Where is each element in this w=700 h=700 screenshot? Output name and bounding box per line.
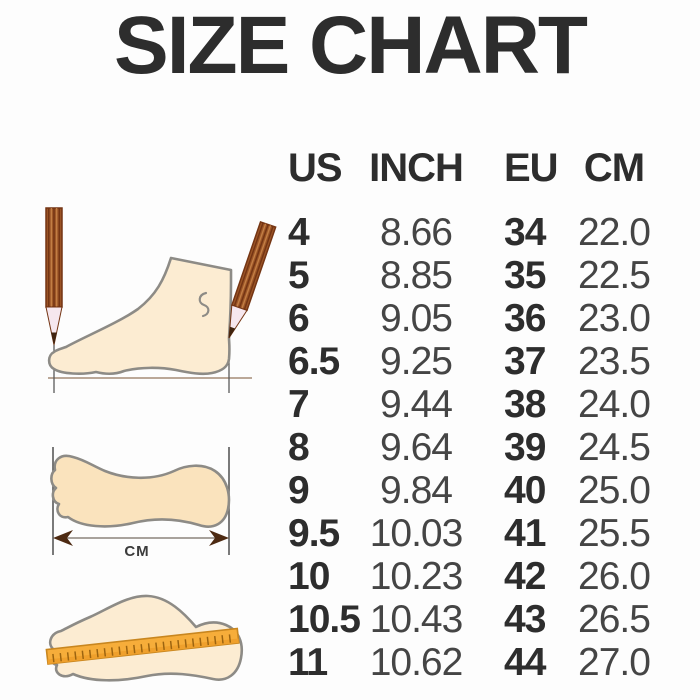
size-cell-us: 11 — [288, 641, 328, 684]
size-cell-inch: 9.05 — [380, 297, 453, 340]
size-cell-us: 6 — [288, 297, 310, 340]
size-row: 6 9.05 36 23.0 — [288, 297, 660, 340]
size-cell-inch: 9.25 — [380, 340, 453, 383]
size-cell-cm: 24.0 — [578, 383, 651, 426]
column-header-us: US — [288, 146, 343, 190]
size-row: 11 10.62 44 27.0 — [288, 641, 660, 684]
size-cell-cm: 26.5 — [578, 598, 651, 641]
vertical-pencil-icon — [45, 207, 63, 346]
size-row: 10.5 10.43 43 26.5 — [288, 598, 660, 641]
size-cell-eu: 41 — [504, 512, 546, 555]
size-cell-inch: 10.43 — [369, 598, 464, 641]
length-arrow-icon — [53, 530, 229, 546]
size-cell-cm: 24.5 — [578, 426, 651, 469]
size-row: 9 9.84 40 25.0 — [288, 469, 660, 512]
size-cell-inch: 9.64 — [380, 426, 453, 469]
size-cell-cm: 22.0 — [578, 211, 651, 254]
size-row: 5 8.85 35 22.5 — [288, 254, 660, 297]
size-cell-us: 10 — [288, 555, 330, 598]
size-table-header: US INCH EU CM — [288, 147, 660, 189]
cm-label: CM — [124, 543, 149, 560]
size-cell-cm: 25.5 — [578, 512, 651, 555]
column-header-inch: INCH — [369, 146, 464, 190]
size-cell-inch: 10.03 — [369, 512, 464, 555]
size-cell-inch: 10.62 — [369, 641, 464, 684]
foot-side-outline — [47, 256, 233, 376]
size-table-body: 4 8.66 34 22.0 5 8.85 35 22.5 6 9.05 36 23.0 6.5 9.25… — [288, 211, 660, 684]
size-cell-eu: 39 — [504, 426, 546, 469]
size-row: 10 10.23 42 26.0 — [288, 555, 660, 598]
size-cell-cm: 23.5 — [578, 340, 651, 383]
page-title: SIZE CHART — [114, 0, 588, 91]
size-cell-cm: 26.0 — [578, 555, 651, 598]
footprint-outline — [50, 454, 231, 528]
size-cell-us: 5 — [288, 254, 310, 297]
size-row: 7 9.44 38 24.0 — [288, 383, 660, 426]
size-cell-us: 7 — [288, 383, 310, 426]
size-cell-us: 9.5 — [288, 512, 340, 555]
size-cell-cm: 25.0 — [578, 469, 651, 512]
column-header-cm: CM — [583, 146, 645, 190]
size-cell-us: 10.5 — [288, 598, 361, 641]
footprint-ruler-illustration — [45, 594, 244, 682]
size-row: 4 8.66 34 22.0 — [288, 211, 660, 254]
size-row: 8 9.64 39 24.5 — [288, 426, 660, 469]
foot-side-measurement-illustration — [45, 207, 277, 393]
size-cell-cm: 22.5 — [578, 254, 651, 297]
size-cell-inch: 9.84 — [380, 469, 453, 512]
size-row: 9.5 10.03 41 25.5 — [288, 512, 660, 555]
size-cell-eu: 34 — [504, 211, 546, 254]
size-cell-eu: 40 — [504, 469, 546, 512]
size-cell-eu: 42 — [504, 555, 546, 598]
size-cell-eu: 38 — [504, 383, 546, 426]
column-header-eu: EU — [504, 146, 559, 190]
footprint-length-measure-illustration: CM — [50, 447, 231, 560]
size-cell-inch: 10.23 — [369, 555, 464, 598]
size-cell-us: 9 — [288, 469, 310, 512]
size-cell-eu: 36 — [504, 297, 546, 340]
ankle-mark — [198, 291, 210, 318]
size-cell-us: 6.5 — [288, 340, 340, 383]
size-cell-inch: 8.85 — [380, 254, 453, 297]
size-cell-us: 8 — [288, 426, 310, 469]
size-cell-eu: 44 — [504, 641, 546, 684]
size-cell-cm: 27.0 — [578, 641, 651, 684]
ruler-icon — [45, 627, 240, 665]
size-cell-eu: 43 — [504, 598, 546, 641]
size-cell-eu: 35 — [504, 254, 546, 297]
size-cell-eu: 37 — [504, 340, 546, 383]
size-row: 6.5 9.25 37 23.5 — [288, 340, 660, 383]
size-cell-us: 4 — [288, 211, 310, 254]
size-cell-inch: 8.66 — [380, 211, 453, 254]
tilted-pencil-icon — [228, 220, 277, 339]
size-cell-inch: 9.44 — [380, 383, 453, 426]
size-cell-cm: 23.0 — [578, 297, 651, 340]
ruler-ticks — [52, 634, 232, 663]
